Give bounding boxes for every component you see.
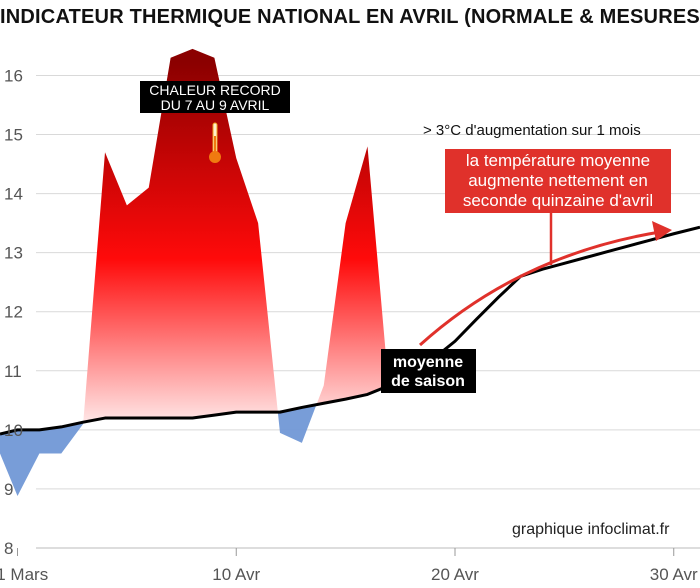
normal-label-box — [381, 349, 476, 393]
y-tick-label: 9 — [4, 480, 13, 499]
trend-label-box — [445, 149, 671, 213]
above-normal-area — [0, 48, 390, 434]
record-label-line1: CHALEUR RECORD — [149, 82, 280, 98]
y-tick-label: 13 — [4, 244, 23, 263]
trend-label-line2: augmente nettement en — [468, 171, 648, 190]
axis-ticks: 8 9 10 11 12 13 14 15 16 31 Mars 10 Avr 20 Avr 30 Av… — [0, 66, 700, 584]
x-tick-label: 30 Avr — [650, 565, 698, 584]
y-tick-label: 11 — [4, 362, 22, 381]
increase-note: > 3°C d'augmentation sur 1 mois — [423, 122, 641, 139]
normal-series — [0, 225, 700, 436]
temperature-areas — [0, 48, 390, 497]
x-tick-label: 20 Avr — [431, 565, 479, 584]
y-tick-label: 10 — [4, 421, 23, 440]
y-tick-label: 14 — [4, 185, 23, 204]
record-label-box — [140, 81, 290, 113]
trend-label-line3: seconde quinzaine d'avril — [463, 191, 653, 210]
record-heat-annotation: CHALEUR RECORD DU 7 AU 9 AVRIL — [140, 81, 290, 163]
normal-line — [0, 225, 700, 436]
record-label-line2: DU 7 AU 9 AVRIL — [161, 97, 270, 113]
trend-arrow-head — [652, 221, 672, 241]
x-tick-label: 31 Mars — [0, 565, 48, 584]
y-tick-label: 8 — [4, 539, 13, 558]
normal-label-line2: de saison — [391, 373, 465, 390]
trend-arrow — [418, 230, 661, 347]
chart-title: INDICATEUR THERMIQUE NATIONAL EN AVRIL (… — [0, 6, 700, 28]
normal-annotation: moyenne de saison — [381, 349, 476, 393]
credit-text: graphique infoclimat.fr — [512, 521, 670, 538]
normal-label-line1: moyenne — [393, 354, 463, 371]
x-tick-label: 10 Avr — [212, 565, 260, 584]
y-tick-label: 16 — [4, 66, 23, 85]
trend-label-line1: la température moyenne — [466, 151, 650, 170]
thermometer-icon — [209, 122, 221, 163]
trend-annotation: la température moyenne augmente nettemen… — [418, 149, 672, 347]
y-tick-label: 15 — [4, 126, 23, 145]
y-tick-label: 12 — [4, 303, 23, 322]
